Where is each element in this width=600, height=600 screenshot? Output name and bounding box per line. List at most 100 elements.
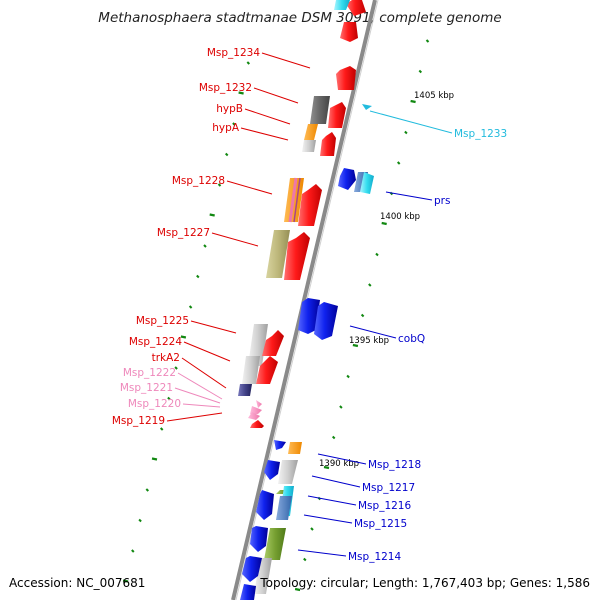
gene-arrow[interactable] [320,132,336,156]
minor-tick [396,161,401,165]
minor-tick [368,283,372,287]
gene-label-msp-1217[interactable]: Msp_1217 [362,482,415,494]
gene-arrow[interactable] [238,384,252,396]
scale-label-1400: 1400 kbp [380,212,420,222]
gene-arrow[interactable] [346,0,366,16]
gene-label-prs[interactable]: prs [434,195,450,207]
minor-tick [346,374,350,379]
major-tick [352,343,359,348]
gene-label-cobq[interactable]: cobQ [398,333,425,345]
gene-label-msp-1219[interactable]: Msp_1219 [112,415,165,427]
accession-text: Accession: NC_007681 [9,576,146,590]
gene-arrow-msp-1227[interactable] [266,230,290,278]
gene-arrow[interactable] [264,528,286,560]
minor-tick [339,405,343,409]
scale-label-1395: 1395 kbp [349,336,389,346]
gene-arrow-cobq[interactable] [298,298,320,334]
gene-arrow-hypb[interactable] [328,102,346,128]
gene-arrow[interactable] [288,442,302,454]
gene-arrow-msp-1217[interactable] [264,460,280,480]
gene-arrow-msp-1214[interactable] [250,526,268,552]
map-title: Methanosphaera stadtmanae DSM 3091, comp… [98,10,501,26]
gene-arrow[interactable] [276,496,292,520]
minor-tick [246,61,251,65]
major-tick [238,91,244,95]
scale-labels: 1405 kbp 1400 kbp 1395 kbp 1390 kbp [319,91,454,469]
minor-tick [167,396,171,401]
gene-arrow-trka2[interactable] [256,356,278,384]
minor-tick [331,435,336,440]
gene-arrow-msp-1222[interactable] [256,400,262,408]
scale-label-1390: 1390 kbp [319,459,359,469]
gene-arrow-prs[interactable] [338,168,356,190]
gene-arrow-msp-1232[interactable] [310,96,330,124]
forward-strand-genes [240,0,374,600]
gene-arrow[interactable] [302,140,316,152]
gene-arrow[interactable] [334,0,350,10]
minor-tick [196,274,200,279]
gene-label-hypa[interactable]: hypA [212,122,240,134]
gene-arrow-msp-1220[interactable] [248,412,260,420]
major-tick [381,221,387,226]
scale-ruler [122,39,430,592]
minor-tick [232,122,236,126]
minor-tick [217,183,222,187]
gene-label-msp-1221[interactable]: Msp_1221 [120,382,173,394]
gene-label-trka2[interactable]: trkA2 [152,352,180,364]
major-tick [151,457,158,461]
minor-tick [303,557,307,562]
gene-label-msp-1218[interactable]: Msp_1218 [368,459,421,471]
gene-arrow[interactable] [340,22,358,42]
major-tick [410,99,416,104]
gene-arrow-msp-1219[interactable] [250,420,264,428]
minor-tick [310,527,314,531]
minor-tick [174,366,178,370]
reverse-gene-labels: Msp_1234 Msp_1232 hypB hypA Msp_1228 Msp… [112,47,260,427]
gene-label-msp-1225[interactable]: Msp_1225 [136,315,189,327]
gene-arrow[interactable] [278,460,298,484]
gene-arrow[interactable] [314,302,338,340]
gene-arrow-msp-1221[interactable] [250,406,262,414]
gene-arrow[interactable] [360,172,374,194]
gene-arrow-msp-1218[interactable] [274,440,286,450]
major-tick [122,579,129,583]
gene-label-hypb[interactable]: hypB [216,103,243,115]
minor-tick [188,305,193,309]
gene-arrow[interactable] [262,330,284,356]
major-tick [323,465,330,470]
gene-label-msp-1216[interactable]: Msp_1216 [358,500,411,512]
gene-label-msp-1214[interactable]: Msp_1214 [348,551,401,563]
gene-label-msp-1222[interactable]: Msp_1222 [123,367,176,379]
label-leader-lines [166,52,453,557]
gene-arrow[interactable] [284,232,310,280]
gene-arrow-hypa[interactable] [304,124,318,140]
gene-label-msp-1233[interactable]: Msp_1233 [454,128,507,140]
gene-arrow-msp-1215[interactable] [256,490,274,520]
major-tick [209,213,215,217]
major-tick [294,587,301,592]
gene-label-msp-1232[interactable]: Msp_1232 [199,82,252,94]
gene-arrow[interactable] [298,184,322,226]
gene-label-msp-1224[interactable]: Msp_1224 [129,336,182,348]
minor-tick [404,130,408,135]
topology-text: Topology: circular; Length: 1,767,403 bp… [260,576,590,590]
minor-tick [138,518,142,523]
gene-arrow-msp-1234[interactable] [336,66,356,90]
minor-tick [159,427,164,431]
gene-label-msp-1234[interactable]: Msp_1234 [207,47,260,59]
gene-arrow-msp-1233[interactable] [362,104,372,110]
minor-tick [131,549,135,553]
minor-tick [145,488,150,492]
gene-label-msp-1215[interactable]: Msp_1215 [354,518,407,530]
gene-arrow[interactable] [242,556,262,582]
gene-label-msp-1220[interactable]: Msp_1220 [128,398,181,410]
gene-label-msp-1228[interactable]: Msp_1228 [172,175,225,187]
major-tick [180,335,187,339]
gene-arrow-msp-1224[interactable] [242,356,260,384]
minor-tick [224,152,229,157]
minor-tick [203,244,207,248]
gene-label-msp-1227[interactable]: Msp_1227 [157,227,210,239]
gene-arrow[interactable] [240,584,256,600]
